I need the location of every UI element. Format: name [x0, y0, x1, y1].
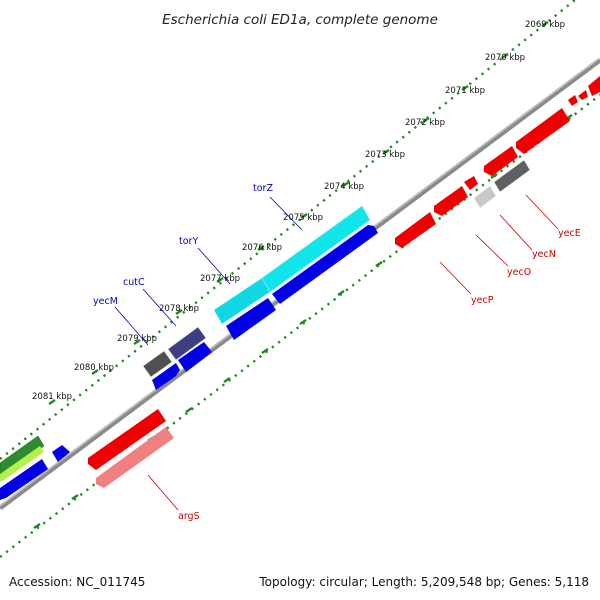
map-title: Escherichia coli ED1a, complete genome — [162, 12, 438, 28]
cds-feature-blue — [0, 459, 48, 500]
cds-feature-slate-torY — [167, 326, 207, 361]
tick-label-2073: 2073 kbp — [365, 150, 405, 160]
cds-feature-gray-cutC — [142, 350, 173, 378]
gene-label-argS: argS — [178, 511, 200, 522]
tick-label-2076: 2076 kbp — [242, 243, 282, 253]
cds-feature-pink-argS — [96, 427, 174, 488]
tick-label-2071: 2071 kbp — [445, 86, 485, 96]
outer-major-ticks — [48, 21, 549, 405]
cds-feature-red-yecE — [484, 146, 518, 176]
tick-label-2080: 2080 kbp — [74, 363, 114, 373]
cds-feature-red-yecP — [395, 212, 436, 248]
tick-label-2078: 2078 kbp — [159, 304, 199, 314]
gene-label-leader — [197, 247, 231, 285]
outer-tick-track — [0, 0, 576, 460]
gene-label-torZ: torZ — [253, 183, 273, 194]
cds-feature-blue-torY — [226, 298, 276, 340]
cds-feature-red-yecO — [434, 186, 468, 216]
gene-label-cutC: cutC — [123, 277, 145, 288]
gene-label-leader — [475, 234, 509, 267]
tick-label-2079: 2079 kbp — [117, 334, 157, 344]
tick-label-2074: 2074 kbp — [324, 182, 364, 192]
inner-tick-track — [0, 94, 600, 558]
gene-label-leader — [439, 261, 472, 295]
cds-feature-red — [568, 95, 578, 106]
cds-feature-red — [516, 108, 570, 154]
gene-label-leader — [269, 196, 303, 231]
cds-feature-blue — [52, 445, 70, 462]
gene-label-leader — [114, 306, 149, 346]
gene-label-leader — [499, 214, 533, 251]
tick-label-2081: 2081 kbp — [32, 392, 72, 402]
cds-feature-red-argS — [88, 409, 166, 470]
tick-label-2075: 2075 kbp — [283, 213, 323, 223]
cds-feature-lightgreen — [0, 446, 44, 482]
gene-label-yecE: yecE — [558, 228, 581, 239]
cds-feature-gray-yecN — [493, 159, 531, 193]
gene-label-leader — [147, 474, 179, 511]
gene-label-yecM: yecM — [93, 296, 118, 307]
gene-label-yecP: yecP — [471, 295, 494, 306]
tick-label-2072: 2072 kbp — [405, 118, 445, 128]
tick-label-2077: 2077 kbp — [200, 274, 240, 284]
tick-label-2069: 2069 kbp — [525, 20, 565, 30]
cds-feature-red-yecN — [464, 176, 478, 190]
cds-feature-blue-torZ — [272, 225, 378, 304]
cds-feature-red — [578, 90, 588, 100]
cds-feature-red — [588, 76, 600, 96]
gene-label-leader — [142, 288, 177, 327]
gene-label-yecN: yecN — [532, 249, 556, 260]
cds-feature-lightgray-yecO — [473, 185, 497, 209]
gene-label-leader — [525, 194, 559, 230]
gene-label-torY: torY — [179, 236, 198, 247]
gene-label-yecO: yecO — [507, 267, 531, 278]
accession-text: Accession: NC_011745 — [9, 575, 145, 589]
tick-label-2070: 2070 kbp — [485, 53, 525, 63]
cds-feature-blue-cutC — [178, 342, 212, 372]
cds-feature-cyan-torZ — [261, 205, 371, 293]
cds-feature-blue-yecM — [152, 363, 180, 390]
genome-summary-text: Topology: circular; Length: 5,209,548 bp… — [258, 575, 589, 589]
